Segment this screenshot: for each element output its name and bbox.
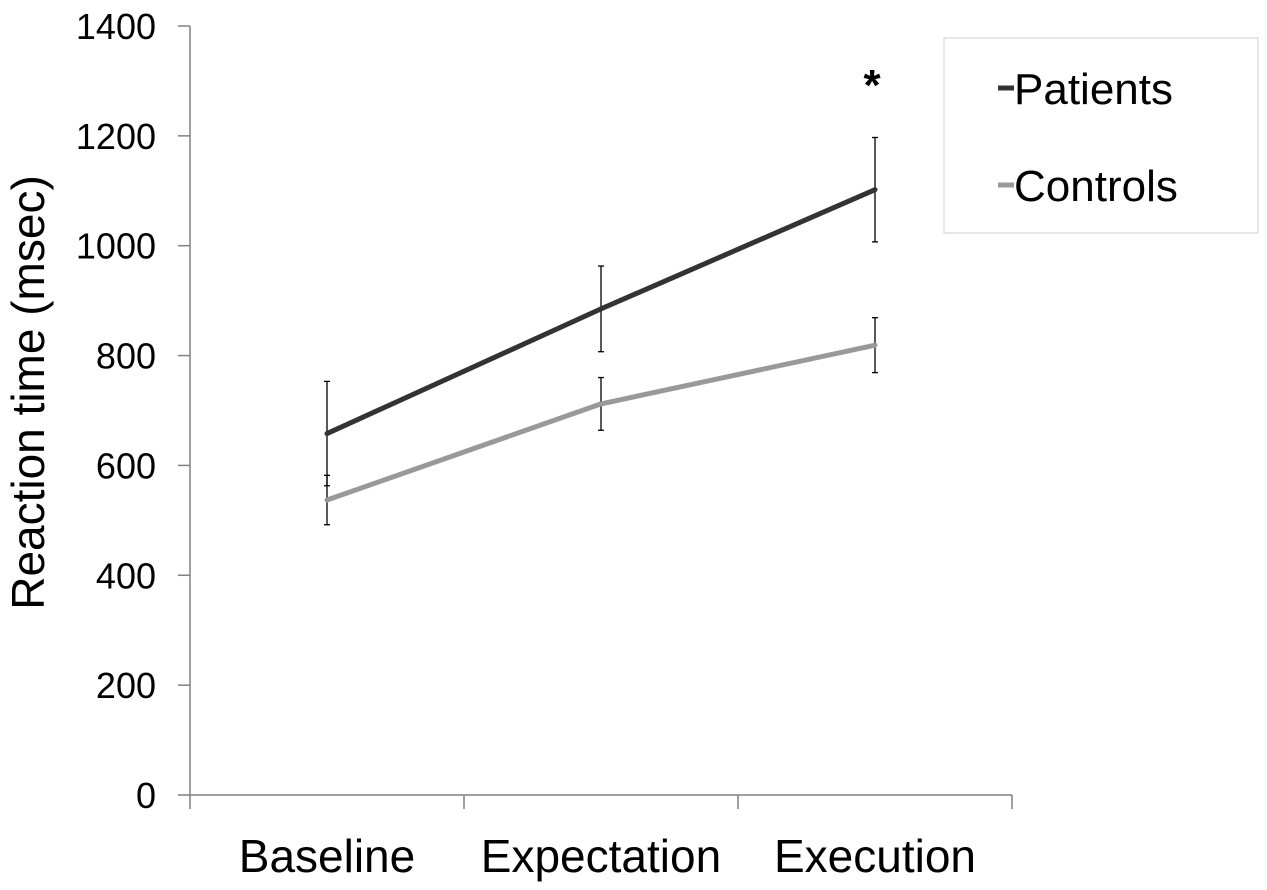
y-tick-label: 0	[136, 775, 156, 816]
y-tick-label: 600	[96, 445, 156, 486]
significance-marker: *	[863, 61, 881, 110]
data-point	[324, 497, 330, 503]
legend-item-controls: Controls	[998, 162, 1178, 211]
data-point	[872, 342, 878, 348]
data-point	[598, 306, 604, 312]
y-tick-label: 1200	[76, 116, 156, 157]
series-layer	[324, 136, 878, 526]
axes: 0 200 400 600 800 1000 1200 1400 Baseline Expect…	[76, 6, 1013, 882]
legend-box	[943, 37, 1259, 234]
y-tick-label: 800	[96, 336, 156, 377]
legend-items: Patients Controls	[998, 65, 1178, 211]
y-tick-label: 1400	[76, 6, 156, 47]
legend-item-patients: Patients	[998, 65, 1173, 114]
y-tick-label: 200	[96, 665, 156, 706]
x-tick-label: Execution	[774, 830, 976, 882]
legend-label: Patients	[1014, 65, 1173, 114]
y-tick-label: 1000	[76, 226, 156, 267]
x-tick-label: Baseline	[239, 830, 415, 882]
data-point	[598, 401, 604, 407]
legend-label: Controls	[1014, 162, 1178, 211]
y-axis-title: Reaction time (msec)	[2, 175, 54, 610]
data-point	[324, 431, 330, 437]
y-ticks: 0 200 400 600 800 1000 1200 1400	[76, 6, 190, 816]
series-patients	[324, 136, 878, 487]
series-controls	[324, 317, 878, 526]
x-tick-label: Expectation	[481, 830, 721, 882]
annotation-layer: *	[863, 61, 881, 110]
legend: Patients Controls	[943, 37, 1259, 234]
y-tick-label: 400	[96, 555, 156, 596]
data-point	[872, 187, 878, 193]
x-ticks: Baseline Expectation Execution	[189, 795, 1013, 882]
